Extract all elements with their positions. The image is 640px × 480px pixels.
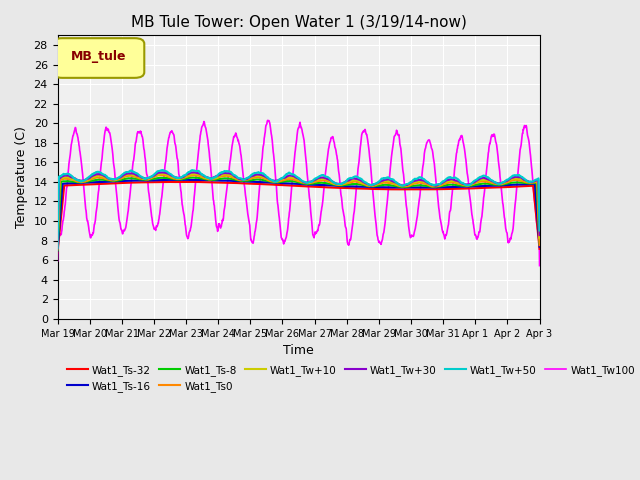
FancyBboxPatch shape (52, 38, 144, 78)
X-axis label: Time: Time (283, 344, 314, 357)
Text: MB_tule: MB_tule (71, 50, 126, 63)
Y-axis label: Temperature (C): Temperature (C) (15, 126, 28, 228)
Title: MB Tule Tower: Open Water 1 (3/19/14-now): MB Tule Tower: Open Water 1 (3/19/14-now… (131, 15, 467, 30)
Legend: Wat1_Ts-32, Wat1_Ts-16, Wat1_Ts-8, Wat1_Ts0, Wat1_Tw+10, Wat1_Tw+30, Wat1_Tw+50,: Wat1_Ts-32, Wat1_Ts-16, Wat1_Ts-8, Wat1_… (63, 361, 639, 396)
